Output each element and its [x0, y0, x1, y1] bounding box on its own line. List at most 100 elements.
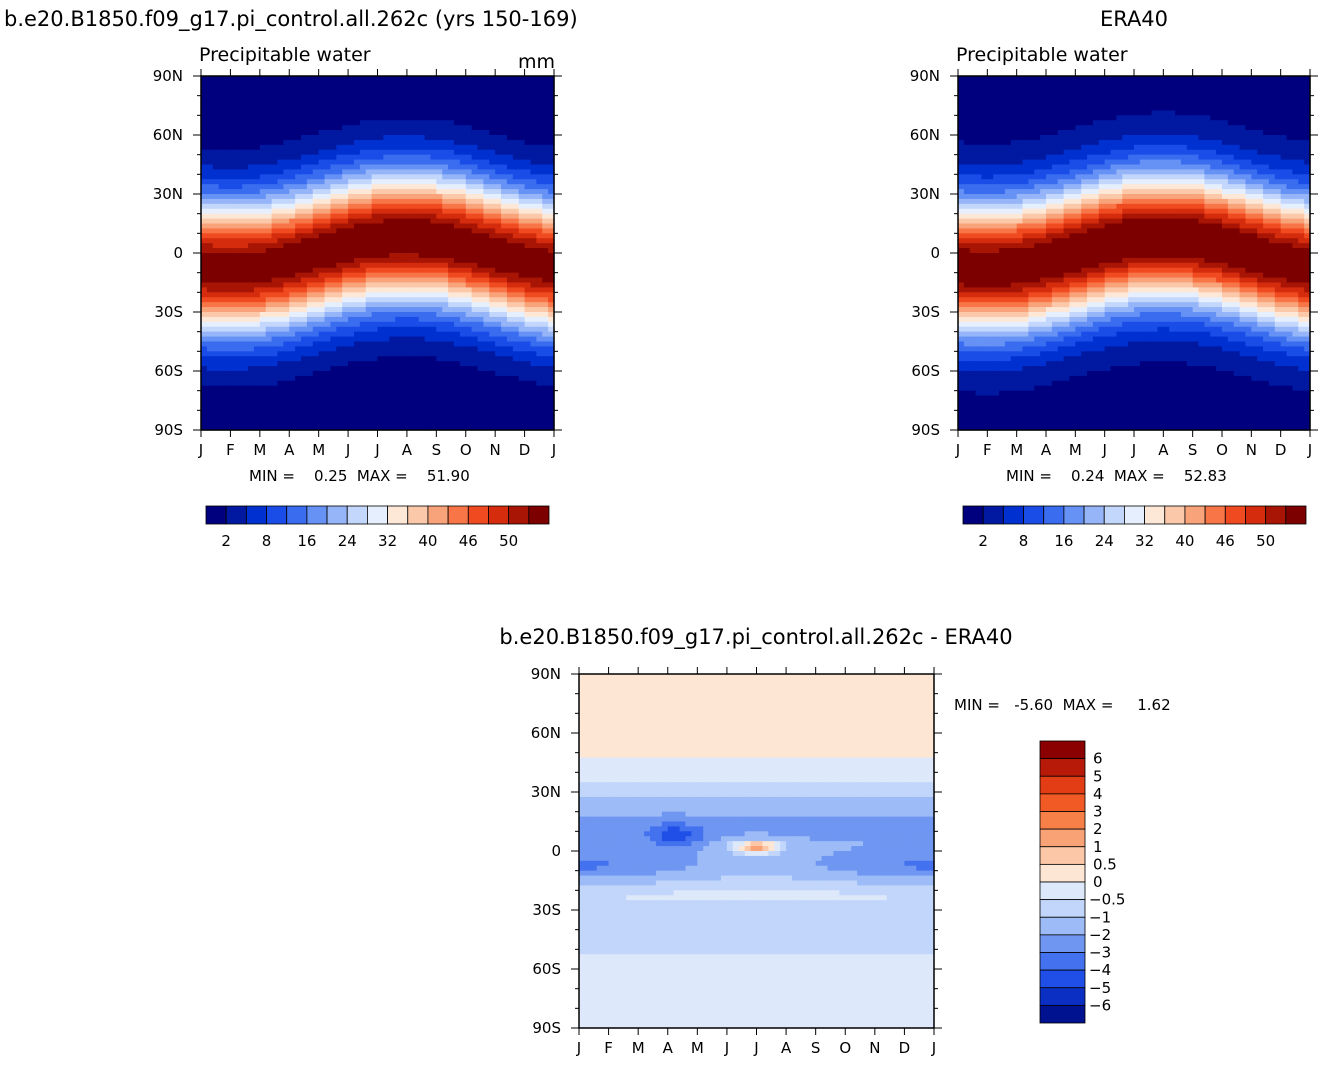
model-cell	[536, 420, 543, 426]
model-cell	[501, 257, 508, 264]
model-cell	[442, 326, 449, 333]
obs-cell	[1098, 76, 1106, 82]
model-cell	[283, 100, 290, 107]
model-cell	[395, 341, 402, 348]
model-cell	[295, 169, 302, 175]
model-cell	[248, 277, 255, 284]
model-cell	[359, 326, 367, 333]
model-cell	[253, 262, 261, 269]
model-cell	[489, 85, 496, 92]
model-cell	[277, 375, 284, 382]
model-cell	[512, 420, 520, 426]
model-cell	[353, 253, 361, 259]
obs-cell	[1280, 80, 1288, 87]
model-cell	[342, 400, 349, 407]
model-cell	[501, 189, 508, 195]
obs-cell	[1116, 76, 1123, 82]
model-cell	[518, 292, 526, 298]
model-cell	[383, 307, 390, 313]
model-cell	[406, 420, 414, 426]
model-cell	[371, 120, 379, 126]
obs-cell	[1280, 110, 1288, 116]
model-cell	[548, 420, 555, 426]
model-cell	[365, 312, 373, 318]
model-cell	[395, 267, 402, 274]
model-cell	[301, 287, 308, 293]
model-cell	[259, 272, 267, 279]
model-cell	[459, 76, 467, 82]
model-cell	[548, 356, 555, 362]
model-cell	[512, 326, 520, 333]
model-cell	[424, 164, 432, 171]
obs-cell	[1175, 100, 1182, 107]
model-cell	[506, 179, 514, 185]
model-cell	[465, 277, 473, 284]
model-cell	[483, 410, 490, 416]
model-cell	[530, 267, 537, 274]
model-cell	[230, 110, 237, 116]
model-cell	[336, 346, 343, 352]
model-cell	[283, 115, 290, 121]
obs-cell	[1087, 80, 1094, 87]
model-cell	[253, 420, 261, 426]
model-cell	[424, 238, 432, 244]
model-cell	[336, 228, 343, 234]
model-cell	[283, 267, 290, 274]
model-cell	[342, 198, 349, 205]
model-cell	[401, 420, 408, 426]
obs-cell	[987, 120, 994, 126]
model-cell	[442, 135, 449, 141]
obs-cell	[1227, 110, 1235, 116]
model-cell	[442, 375, 449, 382]
model-cell	[348, 395, 355, 402]
model-cell	[548, 272, 555, 279]
model-cell	[271, 346, 279, 352]
model-cell	[506, 228, 514, 234]
obs-cell	[975, 100, 983, 107]
model-cell	[306, 76, 314, 82]
model-cell	[283, 159, 290, 166]
model-cell	[301, 272, 308, 279]
model-cell	[365, 139, 373, 146]
obs-cell	[1081, 100, 1088, 107]
model-cell	[336, 149, 343, 156]
model-cell	[412, 110, 420, 116]
model-cell	[265, 115, 273, 121]
model-cell	[512, 194, 520, 200]
model-cell	[318, 390, 326, 397]
model-cell	[418, 292, 426, 298]
model-cell	[383, 85, 390, 92]
model-cell	[312, 80, 320, 87]
model-cell	[506, 189, 514, 195]
model-cell	[536, 110, 543, 116]
model-cell	[465, 223, 473, 230]
model-cell	[501, 223, 508, 230]
model-cell	[542, 179, 549, 185]
model-cell	[442, 410, 449, 416]
model-cell	[430, 243, 437, 249]
model-cell	[442, 307, 449, 313]
model-cell	[377, 90, 384, 97]
model-cell	[342, 139, 349, 146]
model-cell	[453, 272, 461, 279]
model-cell	[336, 125, 343, 131]
model-cell	[395, 164, 402, 171]
model-cell	[453, 248, 461, 254]
model-cell	[236, 169, 243, 175]
model-cell	[283, 356, 290, 362]
model-cell	[324, 189, 332, 195]
model-cell	[395, 356, 402, 362]
model-cell	[230, 336, 237, 343]
model-cell	[212, 257, 220, 264]
model-cell	[248, 85, 255, 92]
model-cell	[395, 194, 402, 200]
model-cell	[348, 351, 355, 357]
model-cell	[530, 213, 537, 220]
model-cell	[201, 331, 208, 338]
model-cell	[283, 125, 290, 131]
model-cell	[312, 312, 320, 318]
obs-cell	[1227, 105, 1235, 112]
model-cell	[418, 238, 426, 244]
model-cell	[312, 351, 320, 357]
model-cell	[236, 351, 243, 357]
